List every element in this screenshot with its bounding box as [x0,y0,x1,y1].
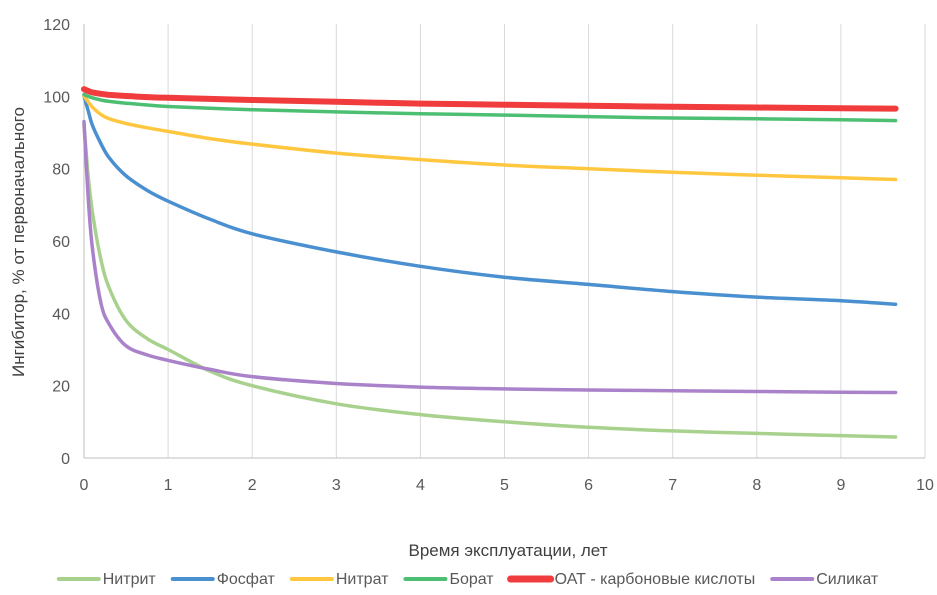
x-tick-label: 9 [836,477,845,494]
x-tick-label: 8 [752,477,761,494]
y-tick-label: 40 [52,306,70,323]
x-tick-label: 3 [332,477,341,494]
y-tick-label: 100 [43,89,70,106]
legend-label: Фосфат [217,571,276,588]
x-tick-label: 1 [164,477,173,494]
legend-label: Силикат [816,571,879,588]
y-tick-label: 80 [52,162,70,179]
legend-label: ОАТ - карбоновые кислоты [555,571,756,588]
series-line-3 [82,94,898,182]
legend: Нитрит Фосфат Нитрат Борат ОАТ - карбоновые … [56,571,879,588]
legend-label: Борат [449,571,494,588]
x-tick-label: 4 [416,477,425,494]
series-line-1 [82,123,898,439]
series-line-6 [82,119,898,395]
legend-label: Нитрат [336,571,389,588]
y-tick-label: 120 [43,17,70,34]
series-line-5 [81,86,899,112]
x-tick-label: 2 [248,477,257,494]
x-tick-label: 7 [668,477,677,494]
x-tick-label: 0 [80,477,89,494]
y-tick-label: 0 [61,451,70,468]
legend-label: Нитрит [103,571,157,588]
series-line-4 [82,92,898,123]
x-axis-title: Время эксплуатации, лет [408,541,607,560]
y-axis-title: Ингибитор, % от первоначального [9,107,28,377]
series-lines [81,86,899,439]
x-tick-label: 6 [584,477,593,494]
y-tick-label: 20 [52,379,70,396]
x-tick-label: 10 [916,477,934,494]
series-line-2 [82,94,898,307]
x-tick-label: 5 [500,477,509,494]
y-tick-label: 60 [52,234,70,251]
